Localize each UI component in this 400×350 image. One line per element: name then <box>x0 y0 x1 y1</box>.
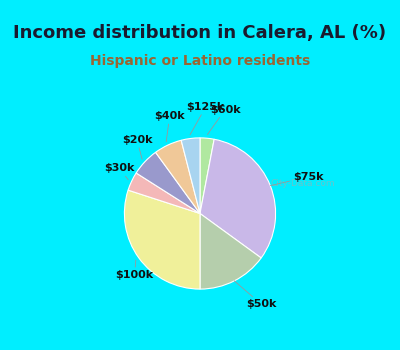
Wedge shape <box>128 173 200 214</box>
Wedge shape <box>200 214 261 289</box>
Text: Income distribution in Calera, AL (%): Income distribution in Calera, AL (%) <box>14 24 386 42</box>
Text: $125k: $125k <box>186 102 225 135</box>
Text: $100k: $100k <box>116 260 154 280</box>
Text: City-Data.com: City-Data.com <box>270 179 335 188</box>
Text: $20k: $20k <box>122 135 152 159</box>
Wedge shape <box>200 138 214 214</box>
Wedge shape <box>156 140 200 214</box>
Text: Hispanic or Latino residents: Hispanic or Latino residents <box>90 54 310 68</box>
Wedge shape <box>181 138 200 214</box>
Text: $40k: $40k <box>154 111 185 142</box>
Text: $75k: $75k <box>270 172 323 186</box>
Wedge shape <box>200 139 276 258</box>
Text: $30k: $30k <box>104 163 135 180</box>
Text: $50k: $50k <box>234 281 277 309</box>
Text: $60k: $60k <box>208 105 240 134</box>
Wedge shape <box>124 190 200 289</box>
Wedge shape <box>136 152 200 214</box>
